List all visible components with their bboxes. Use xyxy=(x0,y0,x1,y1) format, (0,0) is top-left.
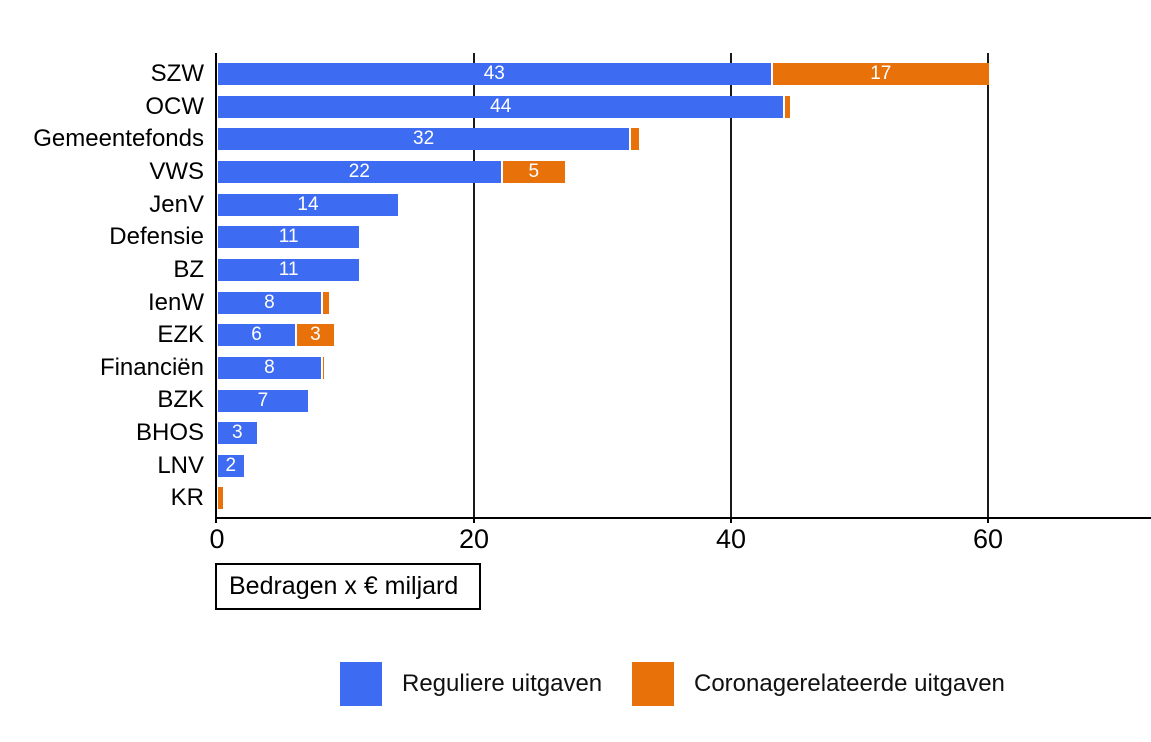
bar-segment-corona xyxy=(785,95,790,118)
legend-swatch-corona xyxy=(632,662,674,706)
bar-segment-regular: 11 xyxy=(218,258,360,281)
bar-value-label: 11 xyxy=(278,258,299,280)
bar-value-label: 32 xyxy=(413,128,435,150)
bar-segment-corona xyxy=(322,291,329,314)
category-label: Defensie xyxy=(109,223,204,251)
bar-segment-regular: 7 xyxy=(218,389,308,412)
bar-segment-regular: 22 xyxy=(218,160,501,183)
bar-row: 7 xyxy=(218,389,1151,412)
bar-value-label: 2 xyxy=(225,454,237,476)
y-axis-category-labels: SZW OCW Gemeentefonds VWS JenV Defensie BZ IenW… xyxy=(0,53,204,517)
bar-value-label: 17 xyxy=(870,63,892,84)
legend-swatch-regular xyxy=(340,662,382,706)
category-label: LNV xyxy=(157,451,204,479)
bar-row: 22 5 xyxy=(218,160,1151,183)
bar-segment-regular: 8 xyxy=(218,356,321,379)
legend-label-corona: Coronagerelateerde uitgaven xyxy=(694,670,1005,697)
bar-segment-regular: 3 xyxy=(218,422,257,445)
category-label: Gemeentefonds xyxy=(33,125,204,153)
x-tick-label: 0 xyxy=(209,524,225,554)
bar-segment-corona: 3 xyxy=(297,324,334,347)
axis-note-box: Bedragen x € miljard xyxy=(215,563,481,610)
bar-row: 11 xyxy=(218,226,1151,249)
bar-row: 2 xyxy=(218,454,1151,477)
bar-value-label: 11 xyxy=(278,226,299,248)
x-axis-tick xyxy=(730,517,732,523)
legend-item-corona: Coronagerelateerde uitgaven xyxy=(632,662,1005,706)
bar-row: 3 xyxy=(218,422,1151,445)
grid-line xyxy=(730,53,732,517)
bar-value-label: 5 xyxy=(528,160,540,182)
bar-value-label: 3 xyxy=(231,422,243,444)
bar-value-label: 14 xyxy=(297,193,319,215)
bar-row: 14 xyxy=(218,193,1151,216)
category-label: EZK xyxy=(157,321,204,349)
bar-segment-corona: 5 xyxy=(502,160,565,183)
x-axis-tick xyxy=(987,517,989,523)
category-label: SZW xyxy=(150,59,204,87)
category-label: Financiën xyxy=(99,353,204,381)
bar-segment-corona xyxy=(322,356,324,379)
grid-line xyxy=(473,53,475,517)
bar-segment-corona: 17 xyxy=(772,63,989,85)
bar-row: 11 xyxy=(218,258,1151,281)
bar-row: 44 xyxy=(218,95,1151,118)
category-label: VWS xyxy=(149,157,204,185)
bar-row: 43 17 xyxy=(218,63,1151,85)
x-tick-label: 20 xyxy=(458,524,490,554)
x-axis-tick-labels: 0 20 40 60 xyxy=(209,524,1151,558)
x-axis-tick xyxy=(473,517,475,523)
bar-row xyxy=(218,487,1151,510)
category-label: OCW xyxy=(145,92,204,120)
grid-line xyxy=(987,53,989,517)
bar-value-label: 3 xyxy=(310,324,321,346)
category-label: IenW xyxy=(147,288,204,316)
bar-segment-regular: 43 xyxy=(218,63,771,85)
bar-value-label: 22 xyxy=(348,160,370,182)
bar-row: 8 xyxy=(218,291,1151,314)
bar-row: 8 xyxy=(218,356,1151,379)
category-label: KR xyxy=(170,484,204,512)
bar-segment-regular: 44 xyxy=(218,95,784,118)
bar-value-label: 8 xyxy=(264,291,275,313)
bar-row: 32 xyxy=(218,128,1151,151)
x-tick-label: 60 xyxy=(972,524,1004,554)
bar-value-label: 44 xyxy=(490,95,512,117)
bar-value-label: 7 xyxy=(257,389,269,411)
x-axis-tick xyxy=(215,517,217,523)
plot-area: 43 17 44 32 22 5 14 11 11 8 6 3 8 7 3 2 xyxy=(215,53,1151,523)
x-tick-label: 40 xyxy=(715,524,747,554)
bar-value-label: 6 xyxy=(251,324,262,346)
legend-label-regular: Reguliere uitgaven xyxy=(402,670,603,697)
bar-segment-regular: 32 xyxy=(218,128,630,151)
legend-item-regular: Reguliere uitgaven xyxy=(340,662,602,706)
category-label: JenV xyxy=(149,190,204,218)
bar-segment-regular: 6 xyxy=(218,324,296,347)
bar-segment-corona xyxy=(218,487,224,510)
bar-segment-regular: 2 xyxy=(218,454,244,477)
bar-value-label: 8 xyxy=(264,356,275,378)
category-label: BZK xyxy=(157,386,204,414)
bar-value-label: 43 xyxy=(483,63,505,84)
bar-segment-regular: 11 xyxy=(218,226,360,249)
bar-segment-regular: 14 xyxy=(218,193,398,216)
category-label: BHOS xyxy=(135,419,204,447)
bar-segment-corona xyxy=(631,128,640,151)
bar-segment-regular: 8 xyxy=(218,291,321,314)
category-label: BZ xyxy=(173,255,204,283)
